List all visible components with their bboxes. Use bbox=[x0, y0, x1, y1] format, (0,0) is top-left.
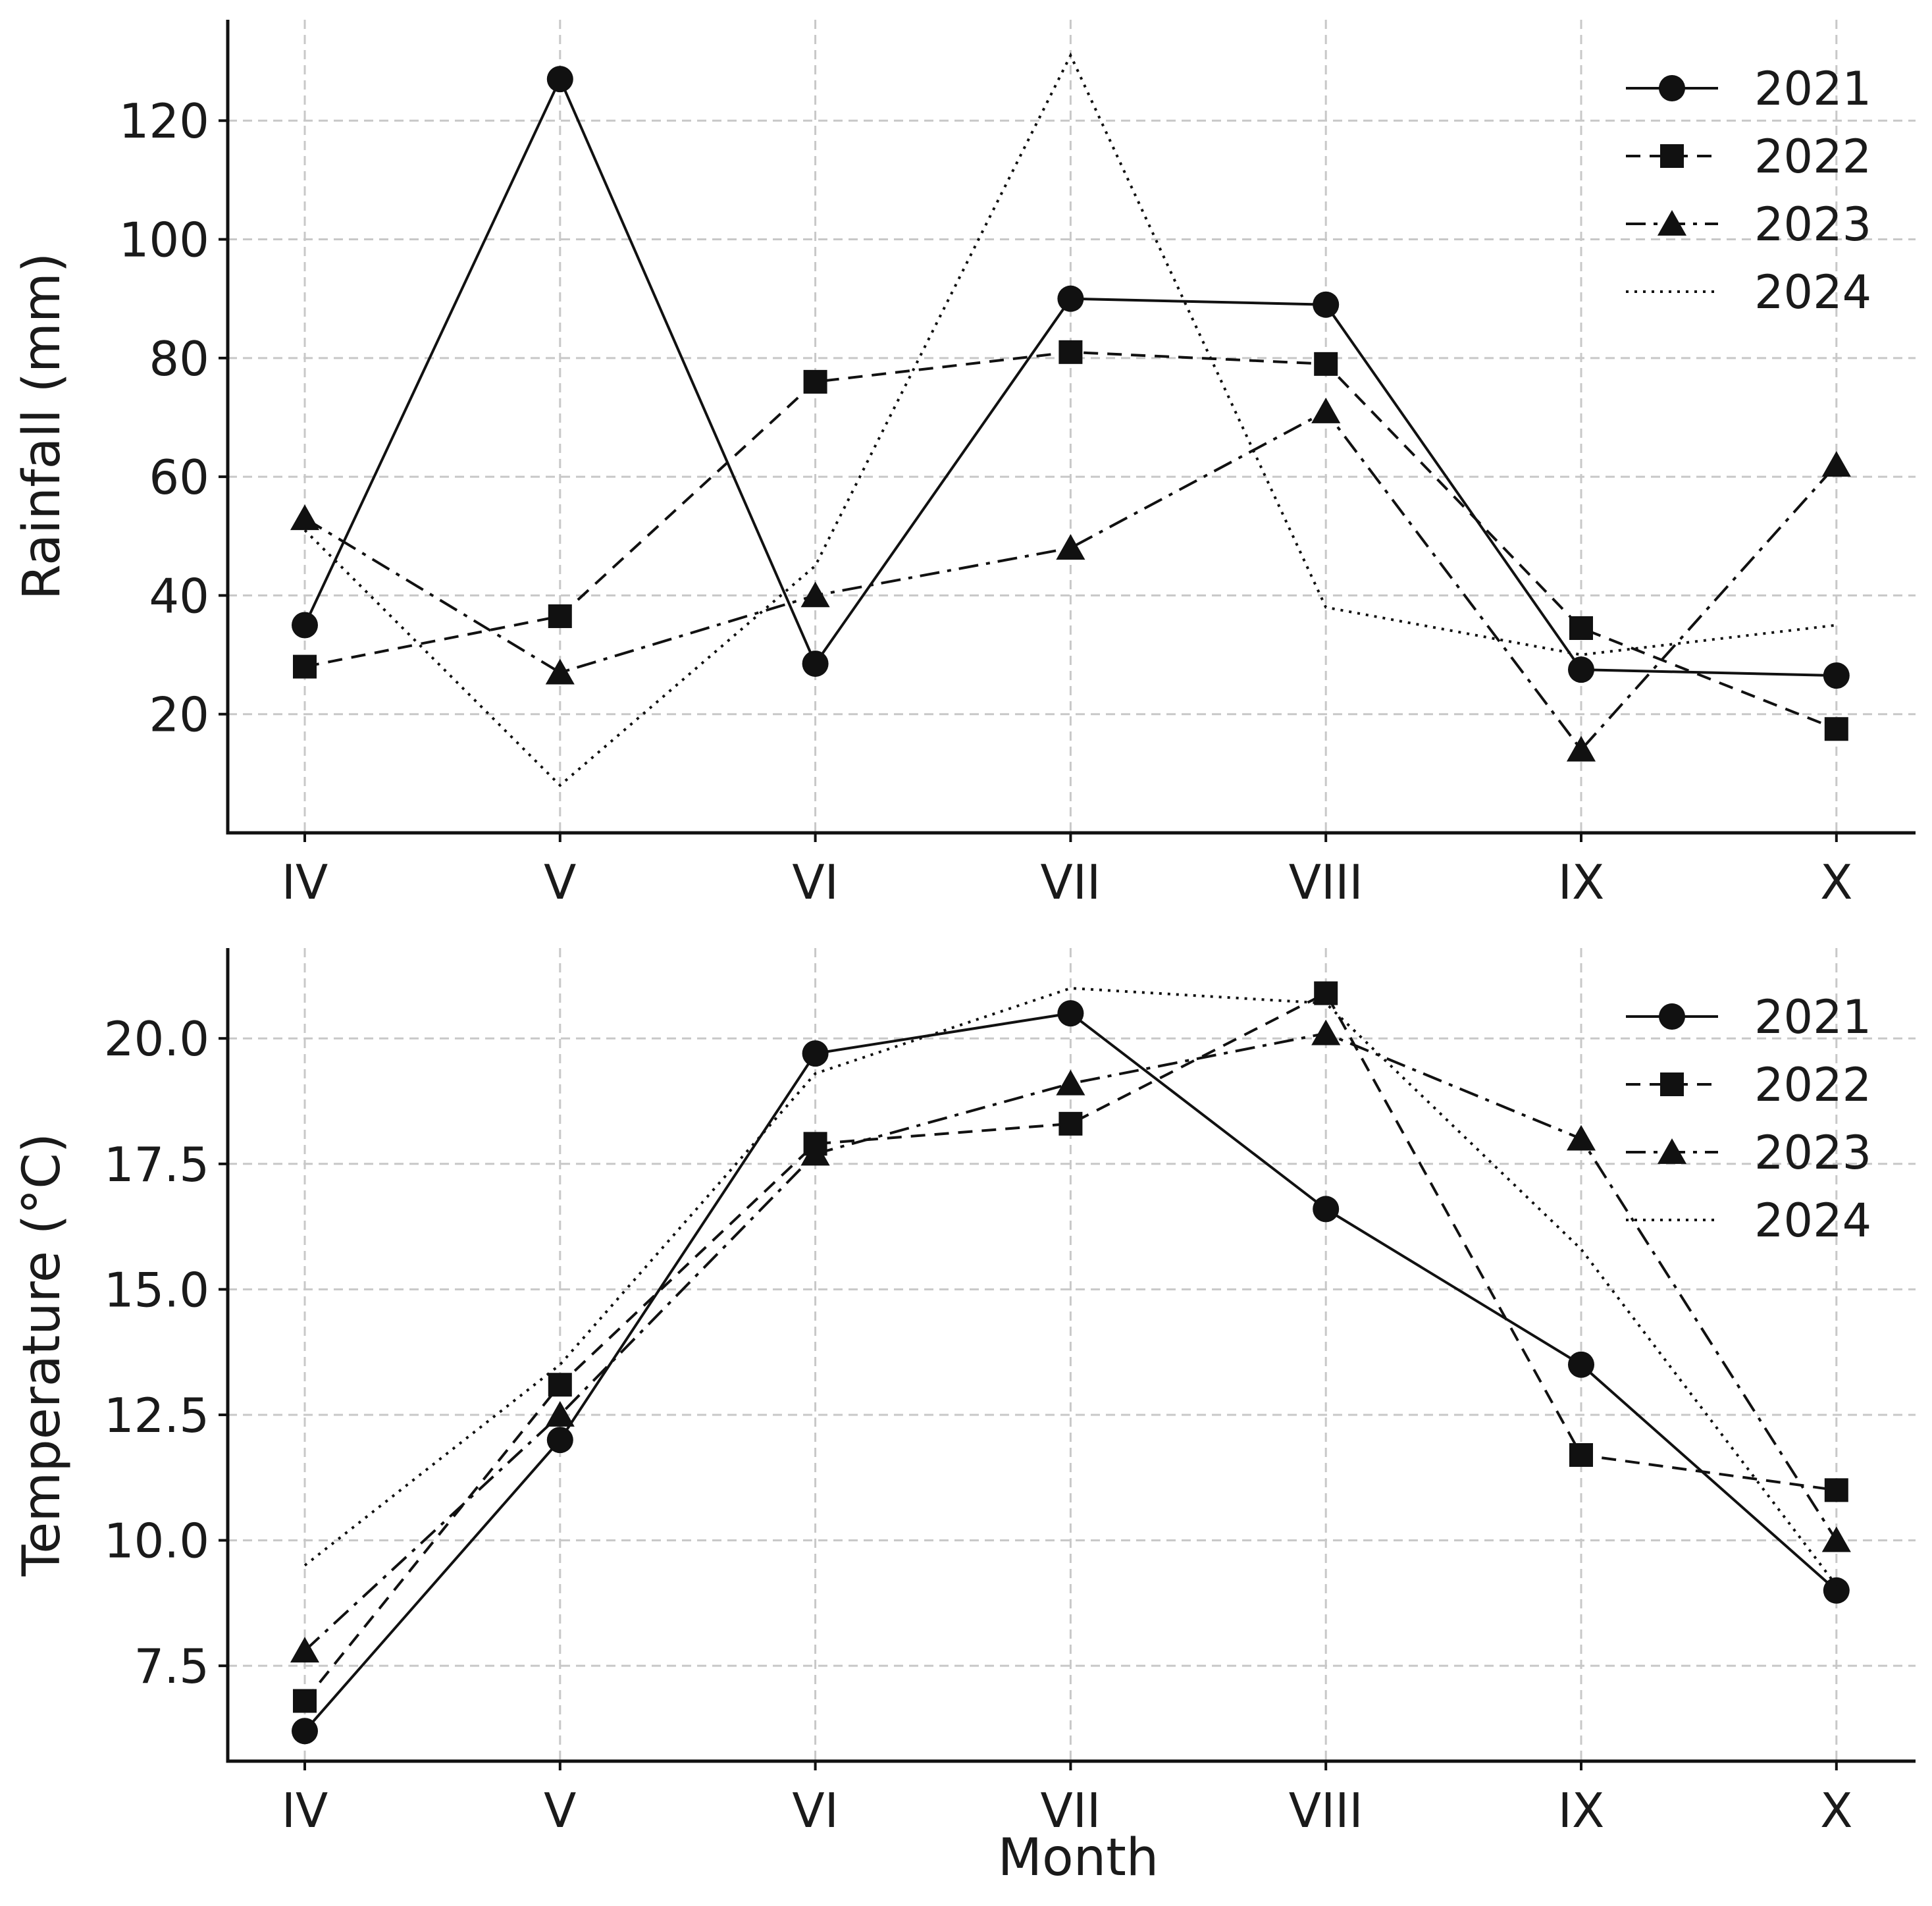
x-tick-label: V bbox=[544, 1783, 576, 1838]
legend-marker-2021 bbox=[1659, 1003, 1685, 1030]
data-point-2021 bbox=[802, 650, 829, 677]
x-tick-label: IX bbox=[1558, 855, 1605, 910]
data-point-2022 bbox=[1569, 1443, 1593, 1467]
data-point-2021 bbox=[1057, 1000, 1083, 1026]
data-point-2021 bbox=[1313, 292, 1339, 318]
data-point-2022 bbox=[293, 655, 317, 679]
y-tick-label: 20 bbox=[149, 687, 209, 743]
data-point-2021 bbox=[292, 1718, 318, 1744]
legend-marker-2021 bbox=[1659, 75, 1685, 101]
data-point-2023 bbox=[1822, 451, 1851, 477]
data-point-2022 bbox=[1058, 340, 1082, 364]
y-tick-label: 17.5 bbox=[104, 1137, 209, 1192]
x-tick-label: X bbox=[1820, 855, 1852, 910]
y-tick-label: 100 bbox=[119, 213, 209, 268]
data-point-2022 bbox=[548, 1373, 572, 1396]
rainfall-panel: 20 40 60 80 100 120 IV V VI VII VIII IX X Rainfall (m… bbox=[13, 20, 1916, 910]
data-point-2023 bbox=[546, 659, 575, 685]
temperature-panel: 7.510.012.515.017.520.0IV V VI VII VIII IX XTe… bbox=[13, 948, 1916, 1888]
x-tick-label: V bbox=[544, 855, 576, 910]
data-point-2021 bbox=[1313, 1196, 1339, 1222]
figure: 20 40 60 80 100 120 IV V VI VII VIII IX X Rainfall (m… bbox=[0, 0, 1932, 1906]
legend-label-2023: 2023 bbox=[1754, 198, 1871, 251]
data-point-2021 bbox=[292, 612, 318, 638]
y-tick-label: 40 bbox=[149, 568, 209, 623]
y-tick-label: 120 bbox=[119, 93, 209, 149]
legend-label-2021: 2021 bbox=[1754, 990, 1871, 1044]
x-axis-title: Month bbox=[998, 1828, 1159, 1888]
data-point-2021 bbox=[547, 66, 573, 92]
data-point-2023 bbox=[1056, 534, 1085, 560]
data-point-2021 bbox=[1568, 1352, 1594, 1378]
y-tick-label: 12.5 bbox=[104, 1388, 209, 1443]
x-tick-label: VIII bbox=[1289, 1783, 1363, 1838]
data-point-2021 bbox=[1823, 1577, 1850, 1604]
data-point-2021 bbox=[802, 1040, 829, 1067]
data-point-2023 bbox=[1567, 1125, 1596, 1151]
legend-label-2021: 2021 bbox=[1754, 62, 1871, 116]
y-tick-label: 20.0 bbox=[104, 1011, 209, 1067]
data-point-2022 bbox=[1569, 616, 1593, 640]
data-point-2022 bbox=[1314, 982, 1338, 1005]
data-point-2021 bbox=[1568, 656, 1594, 683]
x-tick-label: X bbox=[1820, 1783, 1852, 1838]
data-point-2022 bbox=[1825, 717, 1848, 741]
x-tick-label: VIII bbox=[1289, 855, 1363, 910]
y-axis-title: Temperature (°C) bbox=[13, 1133, 72, 1577]
data-point-2022 bbox=[548, 604, 572, 628]
data-point-2023 bbox=[1311, 398, 1340, 423]
legend-marker-2022 bbox=[1660, 1072, 1684, 1096]
data-point-2023 bbox=[290, 504, 319, 530]
data-point-2022 bbox=[1058, 1112, 1082, 1136]
data-point-2022 bbox=[804, 370, 827, 394]
x-tick-label: VI bbox=[792, 855, 839, 910]
data-point-2022 bbox=[1825, 1478, 1848, 1502]
y-tick-label: 15.0 bbox=[104, 1262, 209, 1317]
y-tick-label: 7.5 bbox=[134, 1639, 209, 1694]
data-point-2023 bbox=[1311, 1020, 1340, 1046]
legend-label-2022: 2022 bbox=[1754, 1058, 1871, 1112]
data-point-2021 bbox=[1057, 286, 1083, 312]
x-tick-label: IX bbox=[1558, 1783, 1605, 1838]
y-axis-title: Rainfall (mm) bbox=[13, 253, 72, 600]
axis-spines bbox=[228, 20, 1916, 833]
x-tick-label: IV bbox=[282, 1783, 328, 1838]
y-tick-label: 80 bbox=[149, 331, 209, 386]
y-tick-label: 60 bbox=[149, 450, 209, 505]
data-point-2021 bbox=[1823, 662, 1850, 689]
y-tick-label: 10.0 bbox=[104, 1514, 209, 1569]
x-tick-label: VII bbox=[1041, 855, 1101, 910]
x-tick-label: IV bbox=[282, 855, 328, 910]
data-point-2023 bbox=[1822, 1527, 1851, 1552]
legend-marker-2022 bbox=[1660, 144, 1684, 168]
data-point-2021 bbox=[547, 1427, 573, 1453]
legend-label-2024: 2024 bbox=[1754, 1194, 1871, 1248]
legend-label-2024: 2024 bbox=[1754, 265, 1871, 319]
data-point-2023 bbox=[801, 581, 830, 607]
data-point-2022 bbox=[293, 1689, 317, 1713]
legend-label-2022: 2022 bbox=[1754, 130, 1871, 184]
legend-label-2023: 2023 bbox=[1754, 1126, 1871, 1180]
axis-spines bbox=[228, 948, 1916, 1761]
x-tick-label: VI bbox=[792, 1783, 839, 1838]
data-point-2022 bbox=[1314, 352, 1338, 376]
